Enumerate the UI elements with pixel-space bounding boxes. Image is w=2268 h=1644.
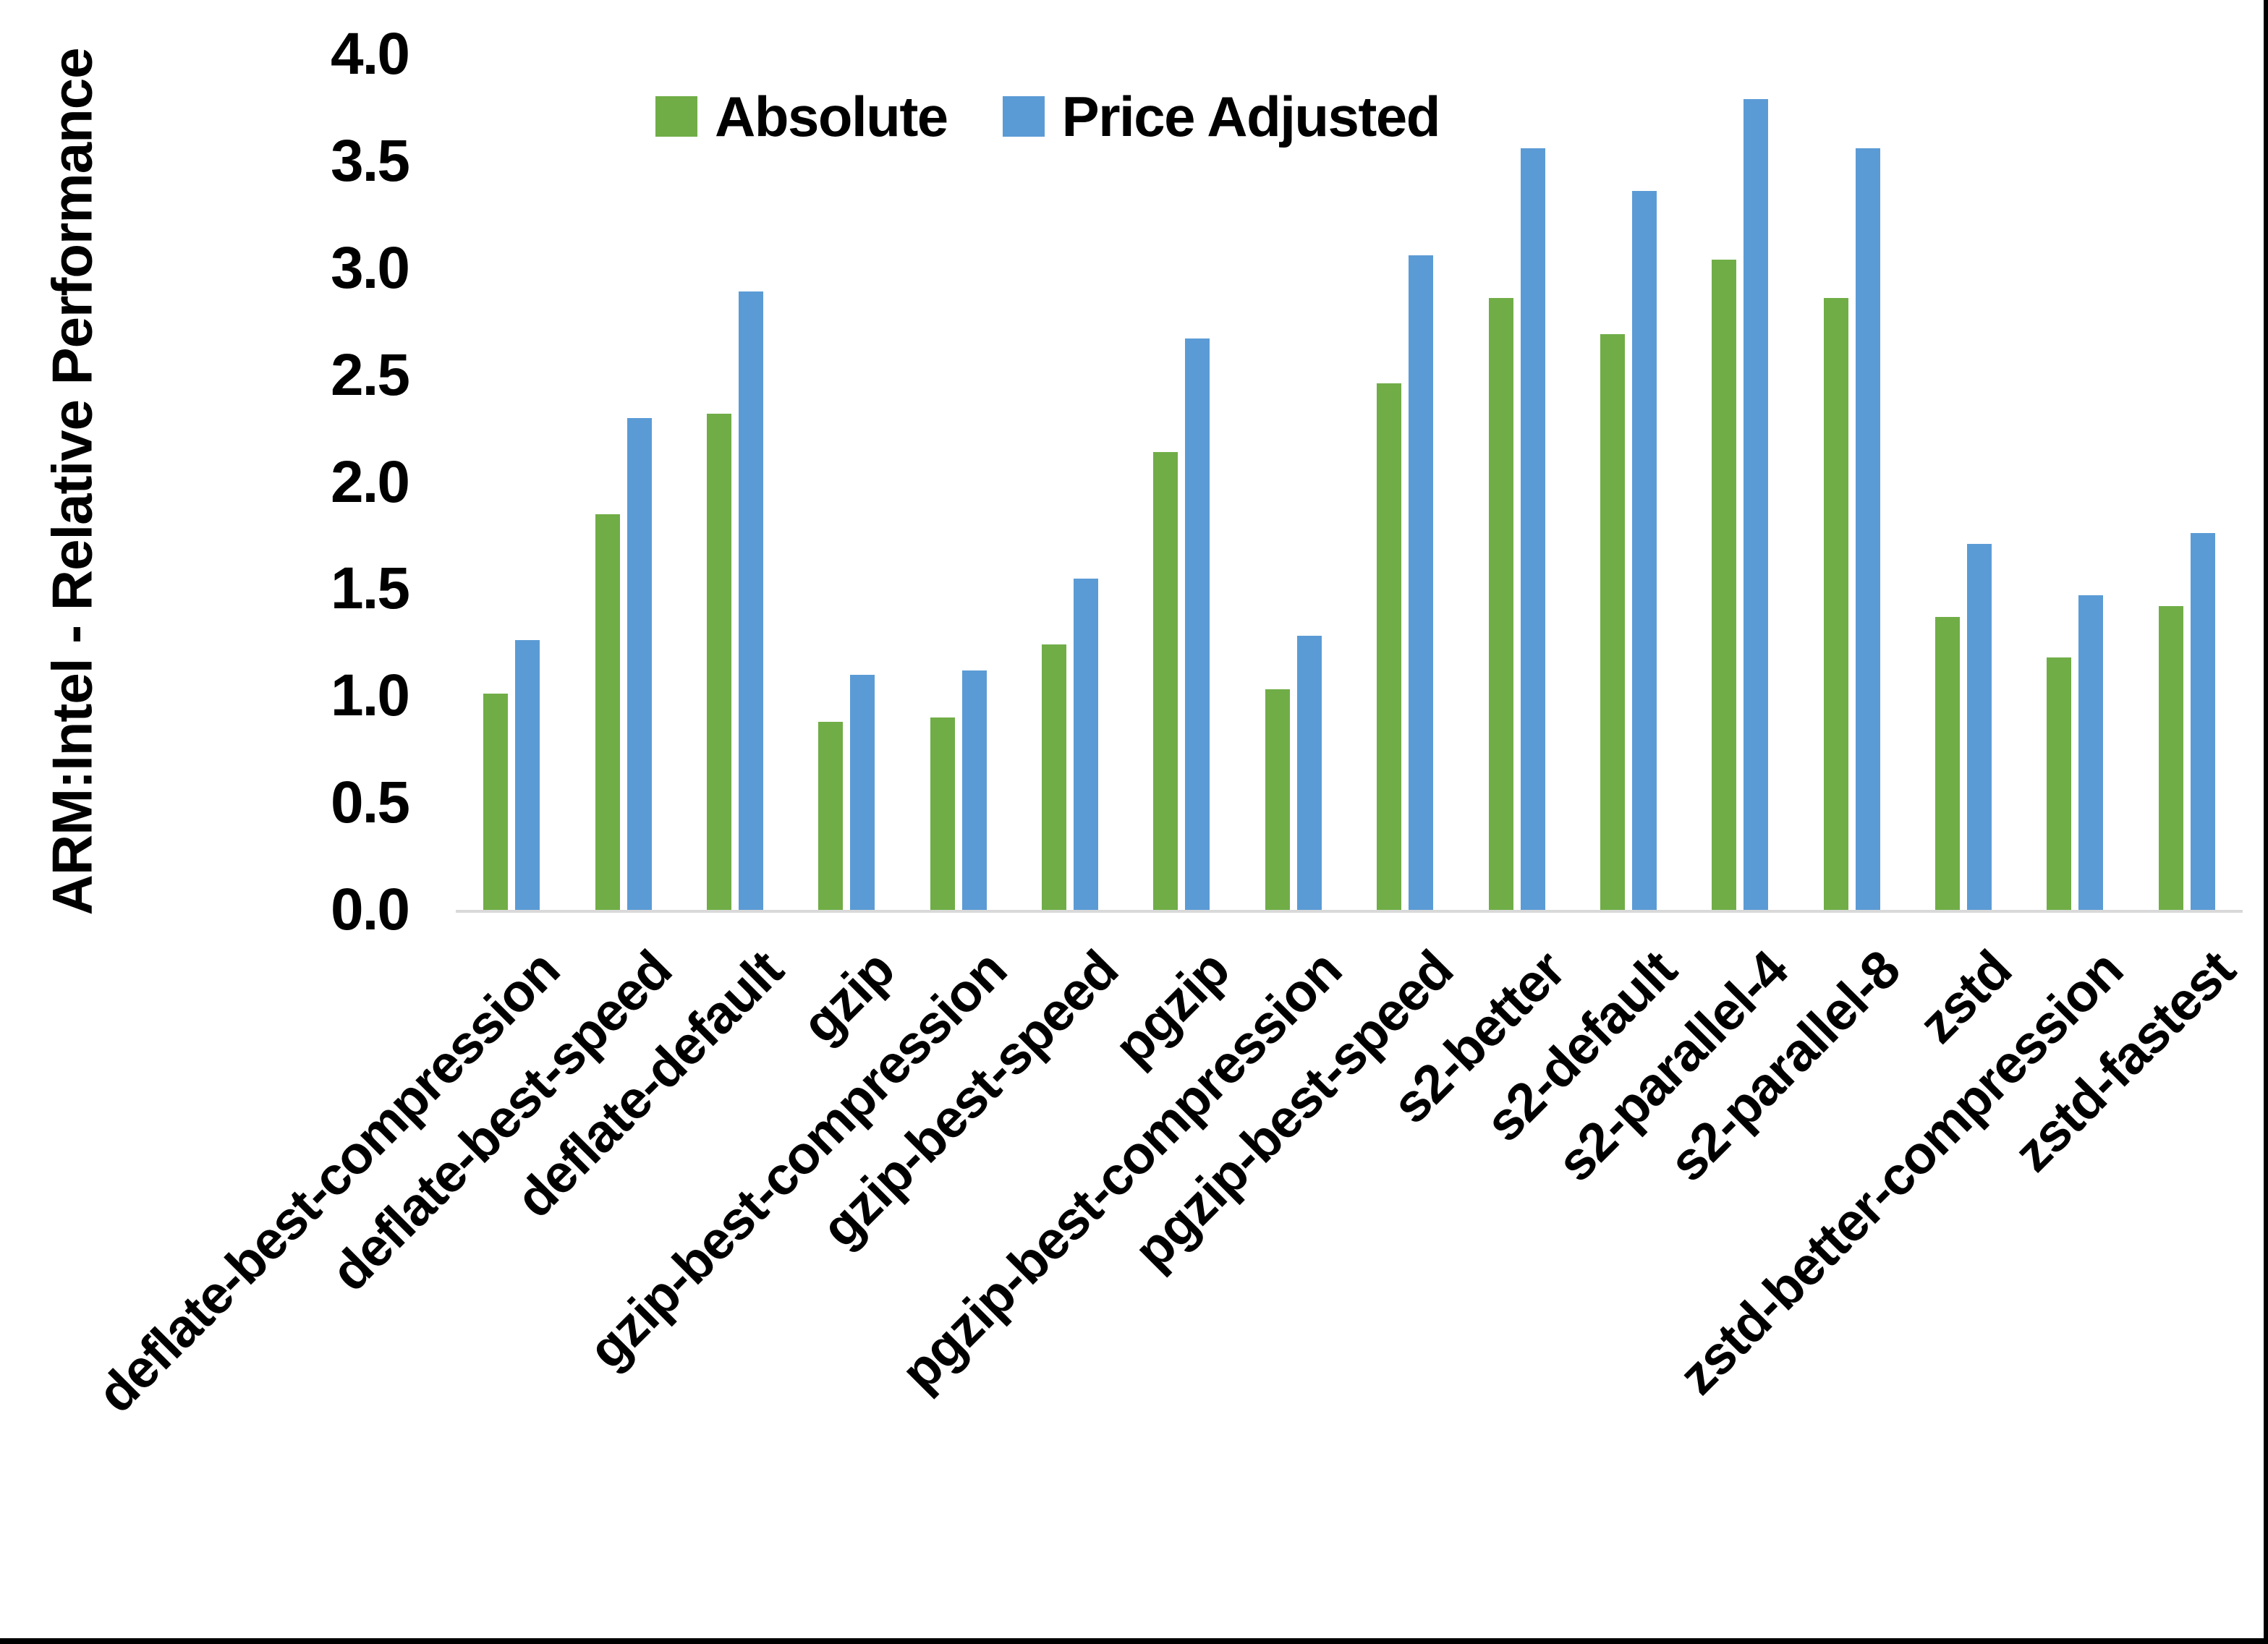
- legend-swatch-price-adjusted: [1002, 96, 1045, 137]
- bar-group-pgzip: [1126, 54, 1237, 910]
- bar-price-adjusted-s2-parallel-8: [1855, 148, 1880, 910]
- bar-price-adjusted-gzip-best-speed: [1074, 578, 1099, 910]
- x-tick-label-deflate-best-compression: deflate-best-compression: [85, 939, 571, 1424]
- bar-absolute-deflate-default: [706, 413, 731, 910]
- bar-group-gzip-best-speed: [1014, 54, 1126, 910]
- bar-group-zstd-fastest: [2131, 54, 2243, 910]
- bar-price-adjusted-deflate-best-speed: [627, 417, 652, 910]
- bar-absolute-s2-default: [1600, 334, 1625, 910]
- bar-absolute-pgzip-best-compression: [1265, 689, 1290, 910]
- bar-absolute-s2-better: [1488, 298, 1513, 910]
- bar-price-adjusted-pgzip-best-compression: [1296, 636, 1322, 910]
- legend-label-absolute: Absolute: [715, 85, 948, 148]
- y-tick-label: 3.5: [331, 127, 410, 194]
- bar-group-gzip: [791, 54, 902, 910]
- bar-group-pgzip-best-compression: [1238, 54, 1349, 910]
- bar-price-adjusted-gzip-best-compression: [961, 670, 987, 910]
- bar-group-deflate-default: [679, 54, 791, 910]
- frame-border-bottom: [0, 1638, 2268, 1644]
- legend-item-price-adjusted: Price Adjusted: [1002, 85, 1441, 148]
- legend: Absolute Price Adjusted: [655, 88, 1440, 145]
- bar-absolute-pgzip-best-speed: [1377, 383, 1402, 910]
- bar-group-s2-parallel-4: [1684, 54, 1796, 910]
- bar-price-adjusted-zstd: [1967, 544, 1992, 910]
- bar-price-adjusted-zstd-fastest: [2190, 533, 2215, 910]
- bar-price-adjusted-deflate-default: [738, 291, 763, 910]
- bar-price-adjusted-pgzip: [1185, 338, 1210, 910]
- y-tick-label: 1.5: [331, 555, 410, 622]
- y-axis-title: ARM:Intel - Relative Performance: [40, 48, 104, 916]
- bar-absolute-zstd-better-compression: [2047, 657, 2072, 910]
- bar-absolute-s2-parallel-8: [1823, 298, 1848, 910]
- bar-price-adjusted-s2-better: [1520, 148, 1545, 910]
- y-tick-label: 0.0: [331, 877, 410, 942]
- bar-absolute-s2-parallel-4: [1712, 259, 1737, 910]
- bar-price-adjusted-gzip: [850, 674, 875, 910]
- y-tick-label: 3.0: [331, 234, 410, 301]
- y-tick-label: 0.5: [331, 770, 410, 836]
- legend-item-absolute: Absolute: [655, 88, 948, 145]
- frame-border-right: [2264, 0, 2268, 1644]
- bar-group-zstd: [1908, 54, 2019, 910]
- bar-group-deflate-best-compression: [456, 54, 567, 910]
- y-tick-label: 1.0: [331, 663, 410, 729]
- legend-swatch-absolute: [655, 96, 697, 137]
- bar-absolute-zstd: [1935, 616, 1961, 910]
- bar-group-zstd-better-compression: [2019, 54, 2131, 910]
- bar-group-s2-parallel-8: [1796, 54, 1908, 910]
- y-tick-label: 2.5: [331, 341, 410, 408]
- bar-group-pgzip-best-speed: [1349, 54, 1461, 910]
- bar-absolute-gzip-best-compression: [930, 717, 955, 910]
- bar-absolute-gzip: [818, 721, 844, 910]
- bar-group-deflate-best-speed: [567, 54, 679, 910]
- bar-group-s2-default: [1573, 54, 1684, 910]
- bar-absolute-deflate-best-compression: [483, 694, 509, 910]
- bar-price-adjusted-s2-default: [1631, 191, 1657, 910]
- legend-label-price-adjusted: Price Adjusted: [1061, 85, 1441, 148]
- y-tick-label: 4.0: [331, 21, 410, 87]
- bar-absolute-gzip-best-speed: [1042, 644, 1067, 910]
- bar-price-adjusted-pgzip-best-speed: [1409, 255, 1434, 910]
- bar-price-adjusted-zstd-better-compression: [2078, 595, 2104, 910]
- bar-price-adjusted-s2-parallel-4: [1744, 99, 1769, 910]
- bar-absolute-zstd-fastest: [2158, 606, 2183, 910]
- bar-price-adjusted-deflate-best-compression: [515, 640, 540, 910]
- bar-group-gzip-best-compression: [903, 54, 1014, 910]
- bar-absolute-deflate-best-speed: [595, 514, 620, 910]
- bar-absolute-pgzip: [1153, 452, 1178, 910]
- bar-group-s2-better: [1461, 54, 1572, 910]
- plot-area: [456, 54, 2243, 913]
- y-tick-label: 2.0: [331, 448, 410, 515]
